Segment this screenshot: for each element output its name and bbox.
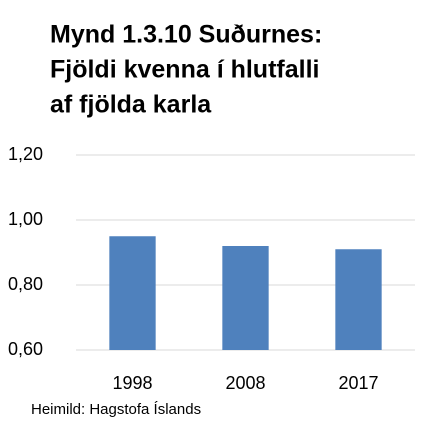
source-note: Heimild: Hagstofa Íslands xyxy=(31,401,201,418)
chart-title: af fjölda karla xyxy=(50,91,212,119)
x-tick-label: 2008 xyxy=(225,373,265,393)
x-tick-label: 1998 xyxy=(112,373,152,393)
chart-title: Mynd 1.3.10 Suðurnes: xyxy=(50,21,322,49)
bar xyxy=(335,249,382,350)
bar xyxy=(222,246,269,350)
y-tick-label: 0,60 xyxy=(8,339,43,359)
y-tick-label: 0,80 xyxy=(8,274,43,294)
bar xyxy=(109,236,156,350)
y-tick-label: 1,20 xyxy=(8,144,43,164)
y-tick-label: 1,00 xyxy=(8,209,43,229)
chart-title: Fjöldi kvenna í hlutfalli xyxy=(50,56,319,84)
x-tick-label: 2017 xyxy=(338,373,378,393)
